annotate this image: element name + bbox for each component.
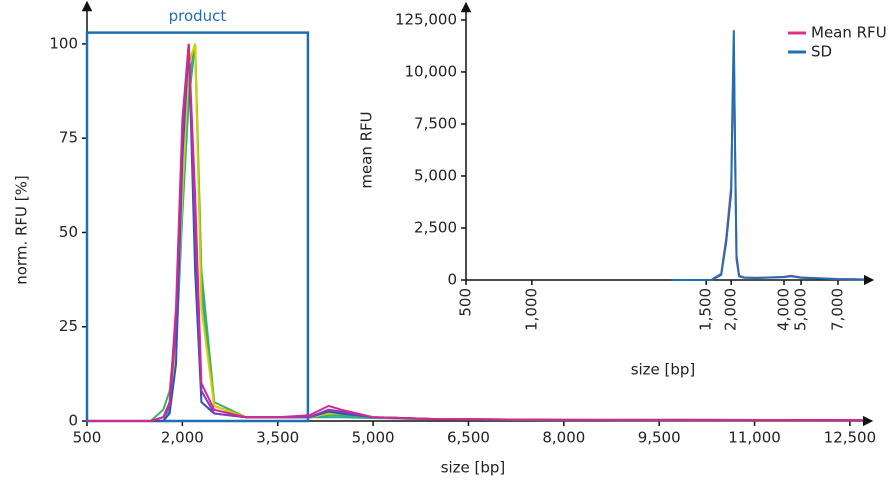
annotation: product	[169, 7, 227, 25]
x-tick-label: 1,500	[697, 288, 715, 331]
x-tick-label: 8,000	[542, 429, 585, 447]
y-axis-title: norm. RFU [%]	[13, 175, 31, 285]
inset-x-axis-title: size [bp]	[631, 361, 696, 379]
series-line	[671, 49, 864, 281]
y-tick-label: 25	[59, 317, 78, 335]
y-tick-label: 0	[68, 412, 78, 430]
y-tick-label: 10,000	[405, 62, 458, 80]
inset-y-axis-title: mean RFU	[358, 111, 376, 188]
y-tick-label: 50	[59, 223, 78, 241]
series-line	[87, 43, 863, 422]
series-line	[87, 43, 863, 422]
series-line	[671, 30, 864, 281]
y-tick-label: 2,500	[414, 218, 457, 236]
x-tick-label: 5,000	[352, 429, 395, 447]
series-line	[87, 43, 863, 422]
series-line	[87, 43, 863, 422]
x-axis-title: size [bp]	[441, 459, 506, 477]
x-tick-label: 12,500	[824, 429, 877, 447]
series-line	[87, 43, 863, 422]
x-tick-label: 500	[73, 429, 102, 447]
series-line	[87, 43, 863, 422]
y-tick-label: 7,500	[414, 114, 457, 132]
x-tick-label: 11,000	[728, 429, 781, 447]
legend-label: SD	[811, 43, 832, 61]
x-tick-label: 5,000	[792, 288, 810, 331]
y-tick-label: 5,000	[414, 166, 457, 184]
x-tick-label: 2,000	[722, 288, 740, 331]
legend-label: Mean RFU	[811, 24, 887, 42]
x-tick-label: 500	[457, 288, 475, 317]
x-tick-label: 4,000	[774, 288, 792, 331]
y-tick-label: 75	[59, 129, 78, 147]
product-region	[85, 31, 310, 423]
y-tick-label: 0	[447, 271, 457, 289]
y-tick-label: 100	[49, 34, 78, 52]
x-tick-label: 2,000	[161, 429, 204, 447]
y-tick-label: 125,000	[395, 10, 457, 28]
x-tick-label: 1,000	[522, 288, 540, 331]
x-tick-label: 6,500	[447, 429, 490, 447]
x-tick-label: 9,500	[638, 429, 681, 447]
x-tick-label: 7,000	[828, 288, 846, 331]
x-tick-label: 3,500	[256, 429, 299, 447]
